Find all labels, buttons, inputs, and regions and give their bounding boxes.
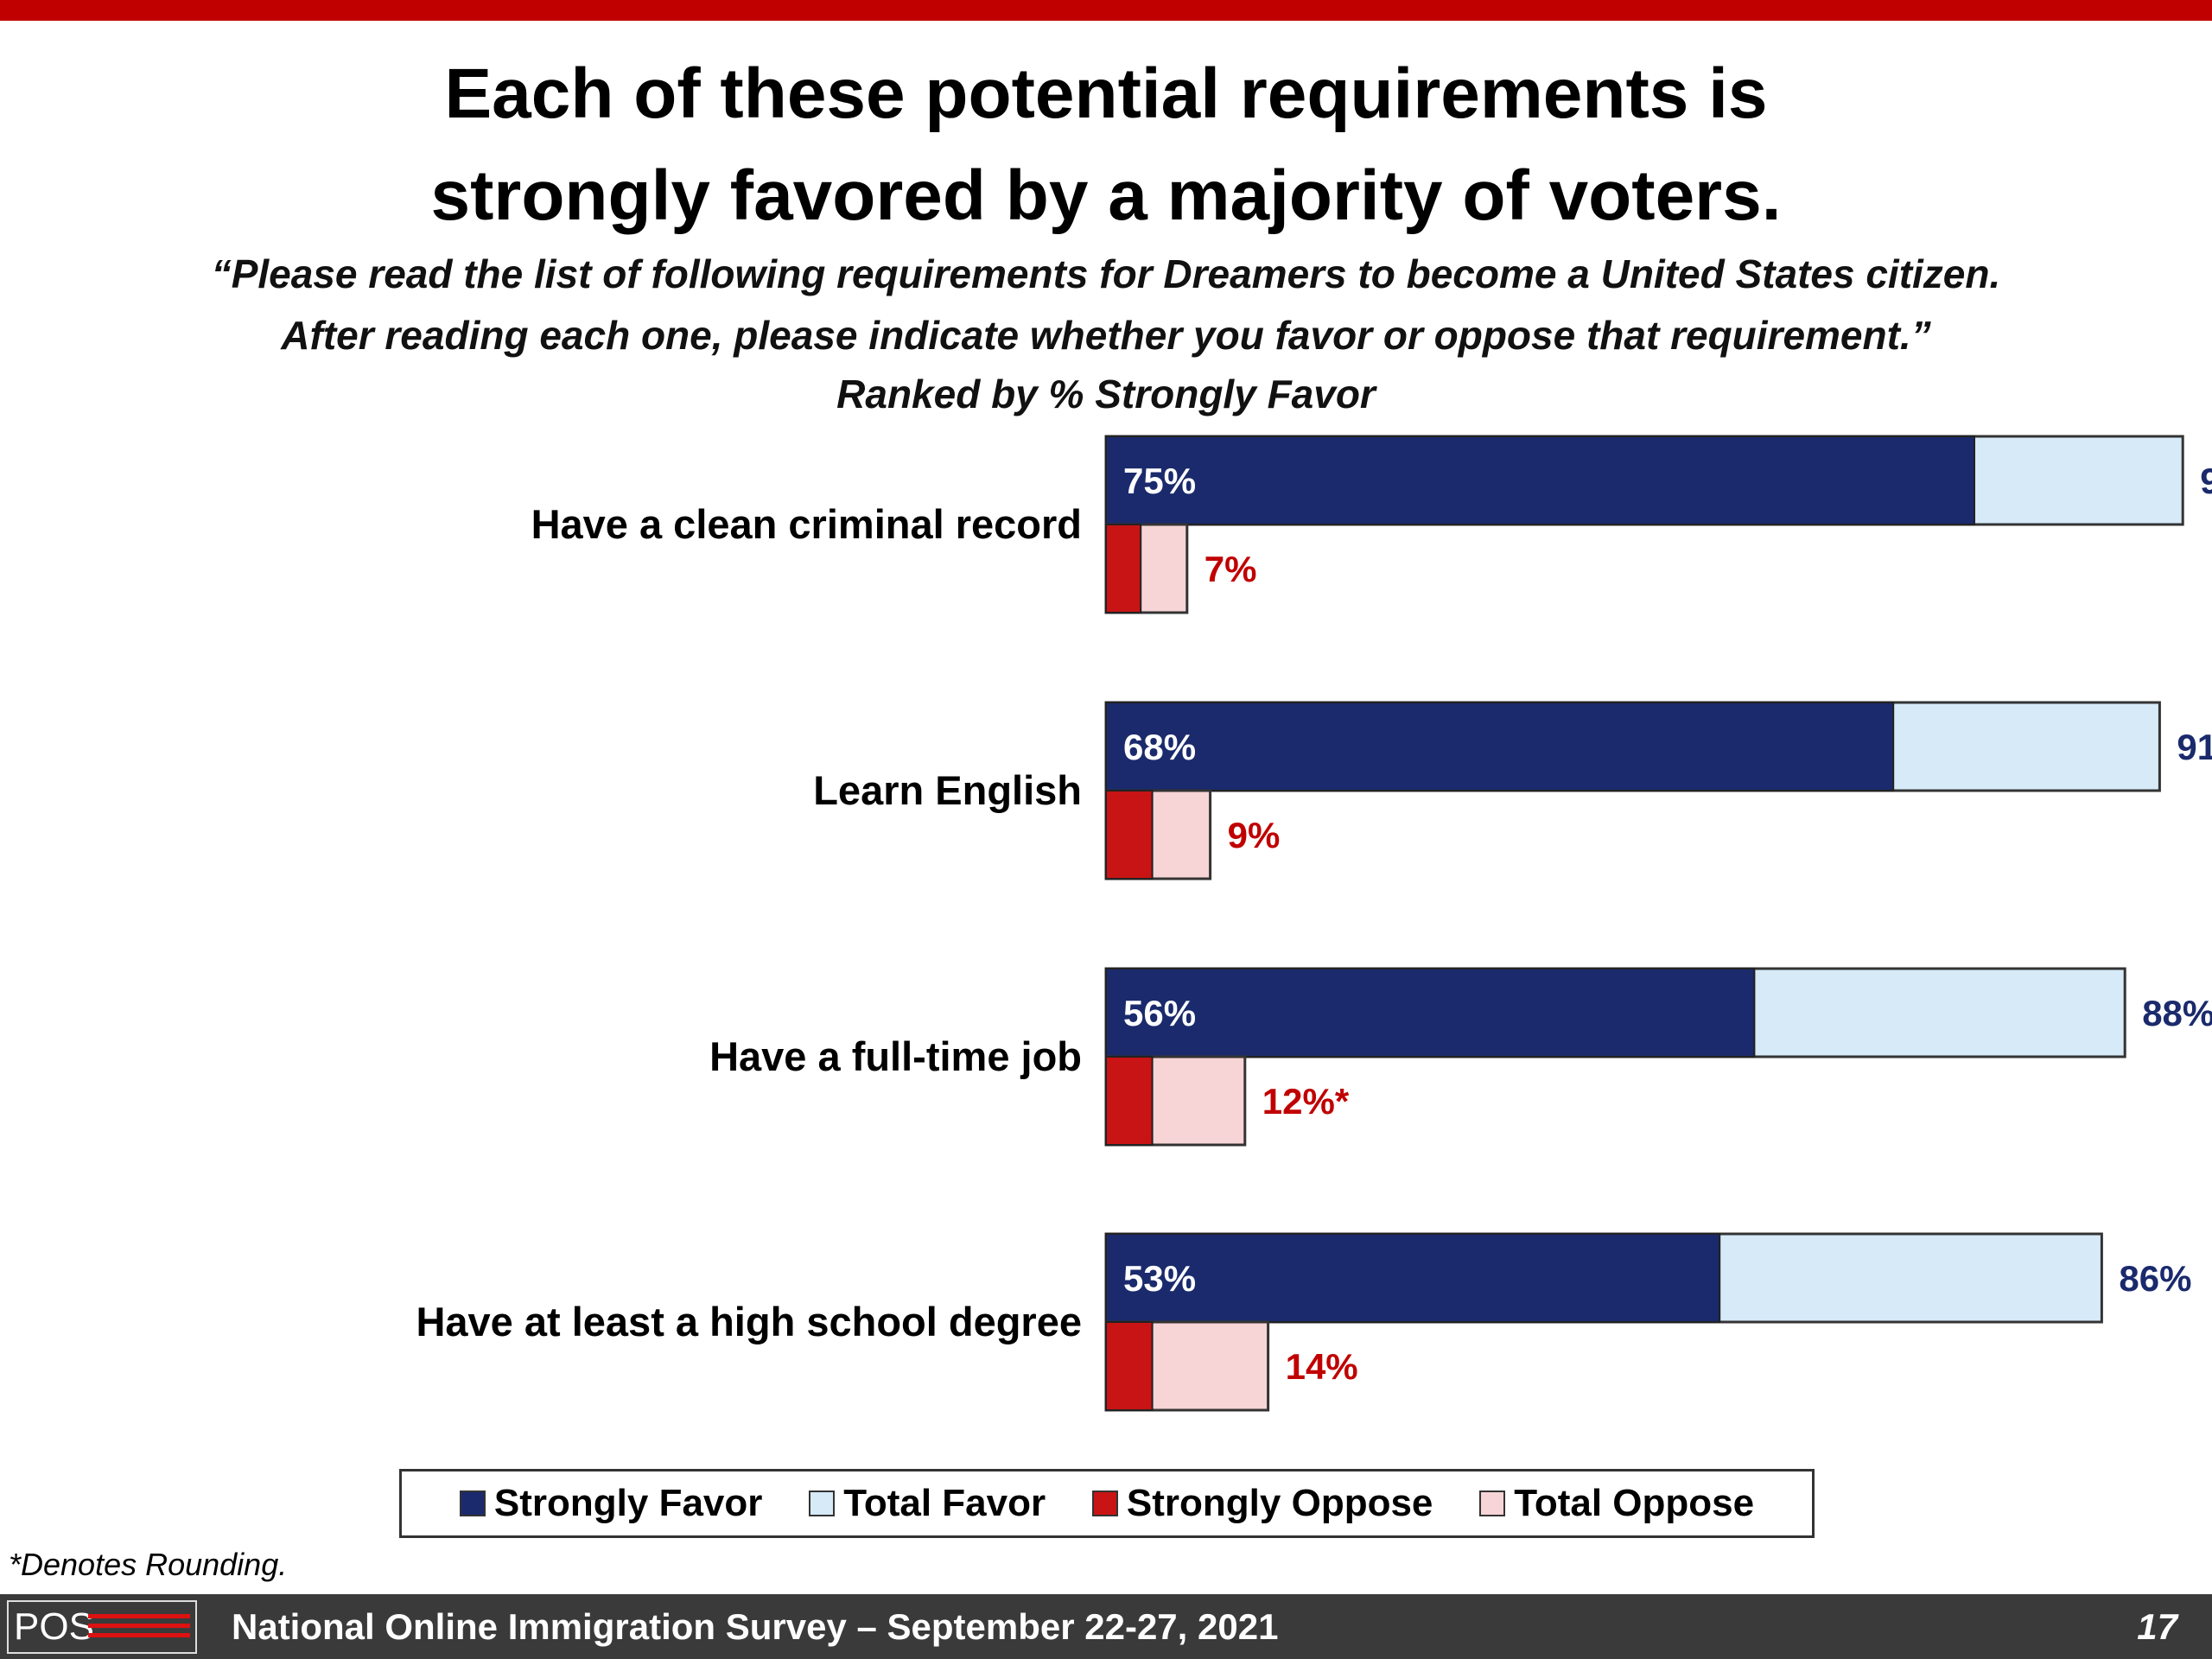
legend-item-total-oppose: Total Oppose: [1479, 1482, 1754, 1525]
bar-strongly-favor: [1105, 1233, 1721, 1323]
value-label-total-favor: 93%: [2200, 461, 2212, 501]
bar-chart: Have a clean criminal record 75% 93% 7% Lear…: [416, 435, 2212, 1412]
chart-legend: Strongly Favor Total Favor Strongly Oppo…: [399, 1469, 1815, 1538]
legend-item-strongly-oppose: Strongly Oppose: [1091, 1482, 1433, 1525]
legend-item-total-favor: Total Favor: [809, 1482, 1046, 1525]
value-label-total-favor: 86%: [2119, 1258, 2191, 1299]
legend-label-strongly-oppose: Strongly Oppose: [1126, 1482, 1433, 1524]
value-label-total-oppose: 12%*: [1262, 1081, 1350, 1122]
value-label-strongly-favor: 53%: [1123, 1258, 1196, 1299]
value-label-total-oppose: 7%: [1205, 549, 1257, 589]
pos-logo: POS: [7, 1599, 197, 1654]
value-label-strongly-favor: 56%: [1123, 993, 1196, 1033]
footer-bar: POS National Online Immigration Survey –…: [0, 1594, 2212, 1659]
value-label-total-oppose: 14%: [1286, 1346, 1358, 1387]
value-label-total-oppose: 9%: [1228, 815, 1281, 855]
page-number: 17: [2137, 1606, 2177, 1647]
bar-strongly-oppose: [1105, 790, 1154, 880]
title-line-2: strongly favored by a majority of voters…: [430, 156, 1782, 235]
value-label-total-favor: 88%: [2142, 993, 2212, 1033]
question-text: “Please read the list of following requi…: [0, 244, 2212, 366]
legend-swatch-total-favor: [809, 1491, 836, 1516]
bar-strongly-favor: [1105, 435, 1975, 525]
legend-label-total-oppose: Total Oppose: [1514, 1482, 1755, 1524]
category-label: Learn English: [813, 767, 1082, 813]
ranked-note: Ranked by % Strongly Favor: [836, 372, 1376, 416]
bar-strongly-oppose: [1105, 1056, 1154, 1146]
title-line-1: Each of these potential requirements is: [444, 54, 1768, 133]
logo-lines-icon: [88, 1613, 190, 1643]
category-label: Have a full-time job: [709, 1033, 1082, 1079]
top-accent-bar: [0, 0, 2212, 21]
legend-label-total-favor: Total Favor: [843, 1482, 1046, 1524]
category-label: Have a clean criminal record: [531, 501, 1082, 547]
logo-text: POS: [14, 1605, 94, 1648]
bar-strongly-oppose: [1105, 1321, 1154, 1411]
slide-title: Each of these potential requirements is …: [0, 43, 2212, 247]
legend-swatch-strongly-favor: [459, 1491, 486, 1516]
bar-strongly-favor: [1105, 968, 1756, 1058]
question-line-2: After reading each one, please indicate …: [281, 313, 1931, 358]
question-line-1: “Please read the list of following requi…: [211, 251, 2001, 296]
bar-strongly-favor: [1105, 702, 1895, 791]
value-label-total-favor: 91%: [2177, 727, 2212, 767]
legend-label-strongly-favor: Strongly Favor: [493, 1482, 763, 1524]
legend-item-strongly-favor: Strongly Favor: [459, 1482, 763, 1525]
value-label-strongly-favor: 68%: [1123, 727, 1196, 767]
bar-strongly-oppose: [1105, 524, 1142, 613]
footer-survey-text: National Online Immigration Survey – Sep…: [232, 1605, 1279, 1647]
category-label: Have at least a high school degree: [416, 1299, 1082, 1344]
footnote: *Denotes Rounding.: [9, 1547, 288, 1582]
legend-swatch-strongly-oppose: [1091, 1491, 1118, 1516]
value-label-strongly-favor: 75%: [1123, 461, 1196, 501]
legend-swatch-total-oppose: [1479, 1491, 1506, 1516]
